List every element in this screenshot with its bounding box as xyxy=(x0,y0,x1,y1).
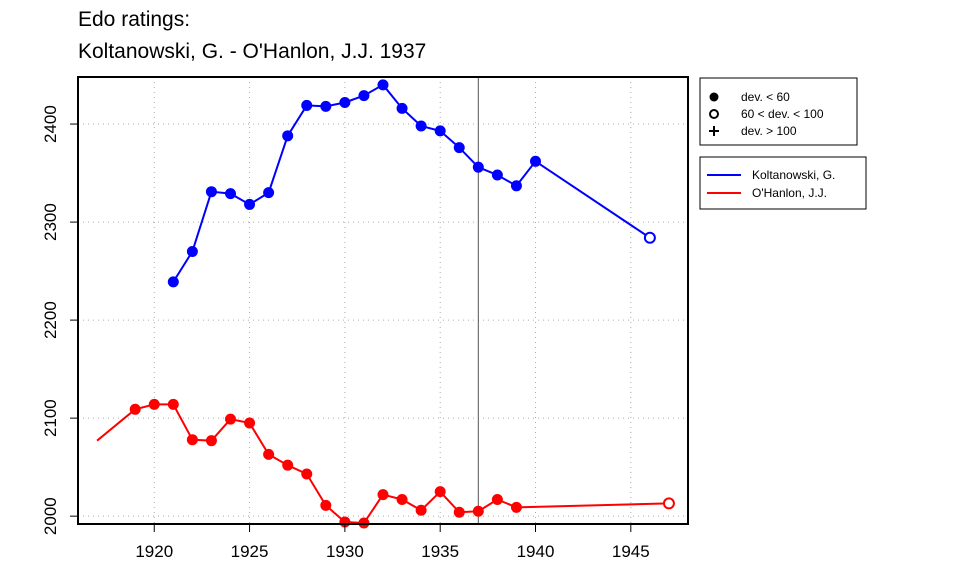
series-legend-box xyxy=(699,156,867,210)
data-point xyxy=(377,79,389,91)
y-tick-label: 2100 xyxy=(41,399,60,437)
data-point xyxy=(186,434,198,446)
plot-frame xyxy=(77,76,689,525)
open-circle-icon xyxy=(709,109,719,119)
data-point xyxy=(167,398,179,410)
y-tick-label: 2400 xyxy=(41,105,60,143)
data-point xyxy=(225,188,236,200)
data-point xyxy=(396,493,408,505)
data-point xyxy=(472,161,484,173)
data-point xyxy=(358,90,370,102)
series-line-1 xyxy=(172,83,651,283)
marker-legend-box xyxy=(699,77,858,146)
data-point xyxy=(320,499,332,511)
data-point xyxy=(282,130,294,142)
data-point xyxy=(186,245,198,257)
marker-legend-label: dev. > 100 xyxy=(741,124,797,138)
data-point xyxy=(491,169,503,181)
data-point xyxy=(205,435,217,447)
x-tick-label: 1940 xyxy=(517,542,555,561)
data-point xyxy=(415,120,427,132)
data-point xyxy=(530,155,541,167)
data-point xyxy=(301,99,313,111)
filled-circle-icon xyxy=(709,92,719,102)
data-point xyxy=(643,231,656,244)
data-point xyxy=(434,486,446,498)
data-point xyxy=(167,276,179,288)
marker-legend-label: dev. < 60 xyxy=(741,90,790,104)
y-tick-label: 2300 xyxy=(41,203,60,241)
y-tick-label: 2200 xyxy=(41,301,60,339)
data-point xyxy=(225,413,236,425)
series-legend: Koltanowski, G. O'Hanlon, J.J. xyxy=(699,156,867,210)
data-point xyxy=(301,468,313,480)
data-point xyxy=(434,125,446,137)
data-point xyxy=(453,506,465,518)
plus-icon xyxy=(709,126,719,136)
data-point xyxy=(453,142,465,154)
data-point xyxy=(320,100,332,112)
data-point xyxy=(415,504,427,516)
series-legend-label: O'Hanlon, J.J. xyxy=(752,186,827,200)
data-point xyxy=(510,501,522,513)
data-point xyxy=(339,96,351,108)
series xyxy=(96,79,675,529)
marker-legend: dev. < 60 60 < dev. < 100 dev. > 100 xyxy=(699,77,858,146)
data-point xyxy=(244,417,256,429)
data-point xyxy=(662,497,675,510)
data-point xyxy=(396,102,408,114)
grid xyxy=(78,77,688,524)
series-line-2 xyxy=(96,403,669,525)
chart-title-line-2: Koltanowski, G. - O'Hanlon, J.J. 1937 xyxy=(78,40,427,63)
x-tick-label: 1945 xyxy=(612,542,650,561)
x-tick-label: 1925 xyxy=(231,542,269,561)
data-point xyxy=(510,180,522,192)
chart-title-line-1: Edo ratings: xyxy=(78,8,191,31)
axes: 1920 1925 1930 1935 1940 1945 2000 2100 2200 2300… xyxy=(41,105,650,561)
x-tick-label: 1935 xyxy=(421,542,459,561)
data-point xyxy=(148,398,160,410)
data-point xyxy=(205,186,217,198)
data-point xyxy=(263,448,275,460)
data-point xyxy=(282,459,294,471)
data-point xyxy=(263,187,275,199)
x-tick-label: 1930 xyxy=(326,542,364,561)
series-legend-label: Koltanowski, G. xyxy=(752,168,835,182)
data-point xyxy=(244,198,256,210)
data-point xyxy=(377,489,389,501)
data-point xyxy=(491,493,503,505)
data-point xyxy=(129,403,141,415)
x-tick-label: 1920 xyxy=(135,542,173,561)
marker-legend-label: 60 < dev. < 100 xyxy=(741,107,824,121)
y-tick-label: 2000 xyxy=(41,497,60,535)
data-point xyxy=(472,505,484,517)
